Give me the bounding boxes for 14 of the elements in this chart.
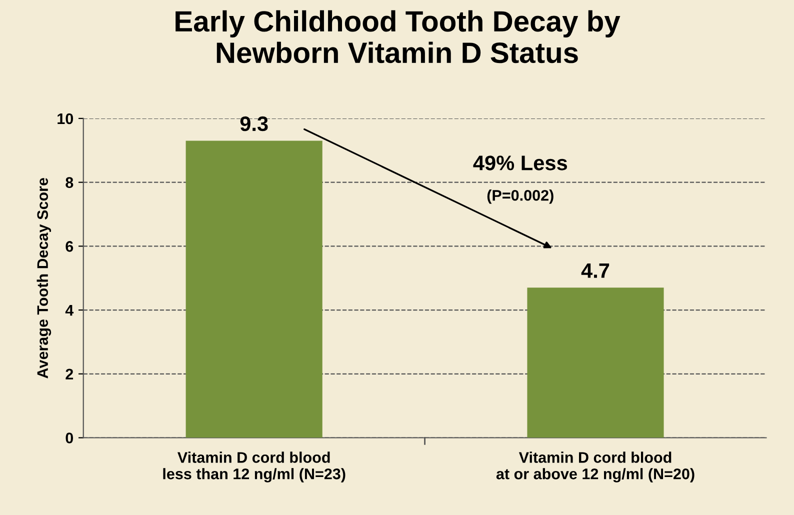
data-label: 4.7 <box>581 263 610 278</box>
x-tick-label: Vitamin D cord blood less than 12 ng/ml (N=23) <box>163 452 346 482</box>
y-tick-label: 8 <box>66 177 74 188</box>
y-tick-label: 4 <box>65 305 74 316</box>
y-tick-label: 6 <box>66 241 74 252</box>
annotation: (P=0.002) <box>487 190 554 204</box>
y-axis-title: Average Tooth Decay Score <box>36 178 52 378</box>
y-tick-label: 0 <box>66 432 74 444</box>
annotation: 49% Less <box>473 156 568 170</box>
data-label: 9.3 <box>240 116 268 132</box>
y-tick-label: 10 <box>58 113 74 124</box>
x-tick-label: Vitamin D cord blood at or above 12 ng/ml (N=20) <box>496 452 694 482</box>
chart-title: Early Childhood Tooth Decay by Newborn Vitamin D Status <box>176 10 620 64</box>
y-tick-label: 2 <box>66 368 74 380</box>
